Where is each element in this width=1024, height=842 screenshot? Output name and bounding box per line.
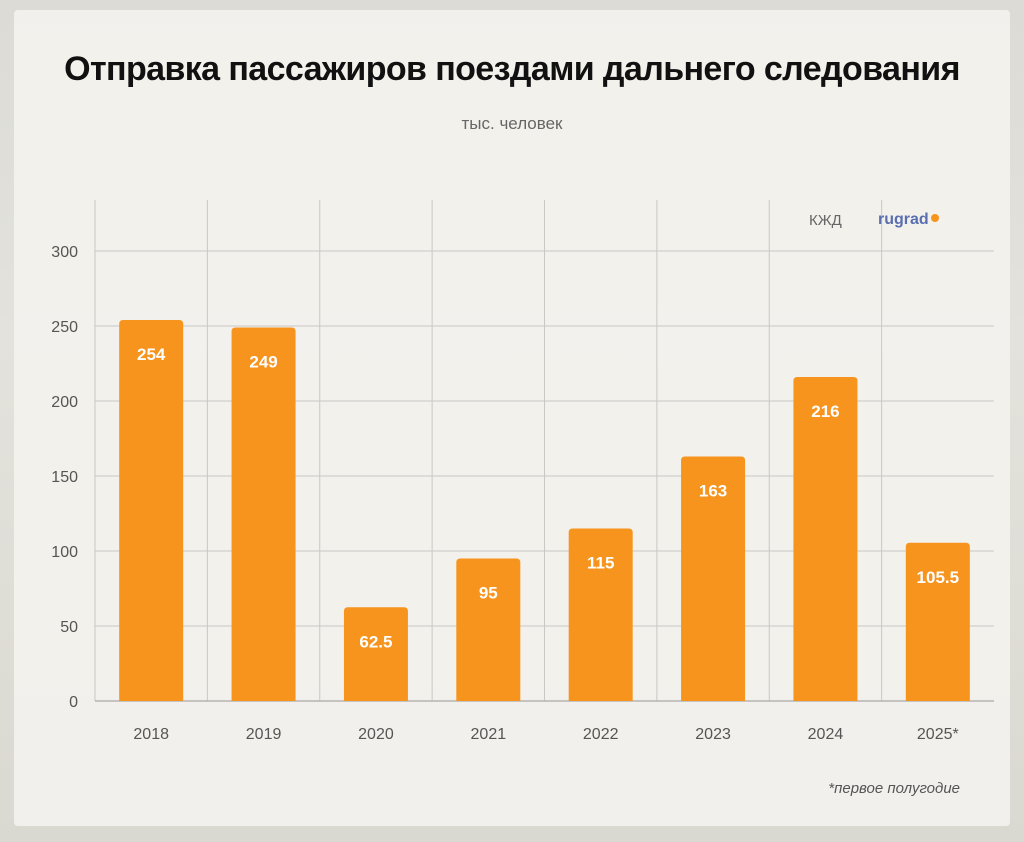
bar-2025*	[905, 542, 970, 701]
value-label: 115	[587, 554, 614, 573]
x-tick-label: 2024	[808, 726, 844, 743]
logo-dot-icon	[930, 214, 939, 222]
y-axis: 0 50 100 150 200 250 300	[51, 244, 78, 711]
y-tick-label: 300	[51, 244, 78, 261]
value-label: 95	[479, 584, 498, 603]
bar-2021	[456, 558, 521, 701]
bar-2020	[343, 607, 408, 701]
y-tick-label: 200	[51, 394, 78, 411]
value-label: 62.5	[359, 632, 392, 651]
x-tick-label: 2020	[358, 726, 394, 743]
value-label: 163	[699, 482, 727, 501]
value-label: 216	[811, 402, 839, 421]
bar-2022	[568, 528, 633, 701]
x-tick-label: 2025*	[917, 726, 959, 743]
bar-2024	[793, 377, 858, 701]
logo-text: rugrad	[878, 211, 929, 228]
bar-2018	[119, 320, 184, 701]
y-tick-label: 150	[51, 469, 78, 486]
x-tick-label: 2022	[583, 726, 619, 743]
rugrad-logo: rugrad	[878, 211, 939, 229]
x-axis: 2018 2019 2020 2021 2022 2023 2024 2025*	[133, 726, 958, 743]
x-tick-label: 2019	[246, 726, 282, 743]
chart-subtitle: тыс. человек	[461, 114, 563, 133]
y-tick-label: 0	[69, 694, 78, 711]
x-tick-label: 2018	[133, 726, 169, 743]
value-labels: 254 249 62.5 95 115 163 216 105.5	[137, 345, 959, 651]
y-tick-label: 100	[51, 544, 78, 561]
chart-title: Отправка пассажиров поездами дальнего сл…	[64, 50, 960, 88]
value-label: 249	[249, 353, 277, 372]
x-tick-label: 2023	[695, 726, 731, 743]
bar-2019	[231, 327, 296, 701]
footnote: *первое полугодие	[828, 780, 960, 797]
y-tick-label: 250	[51, 319, 78, 336]
bars	[119, 320, 970, 701]
value-label: 254	[137, 345, 166, 364]
source-label: КЖД	[809, 212, 842, 229]
gridlines	[94, 200, 994, 702]
y-tick-label: 50	[60, 619, 78, 636]
value-label: 105.5	[917, 568, 960, 587]
bar-2023	[681, 456, 746, 701]
x-tick-label: 2021	[471, 726, 507, 743]
